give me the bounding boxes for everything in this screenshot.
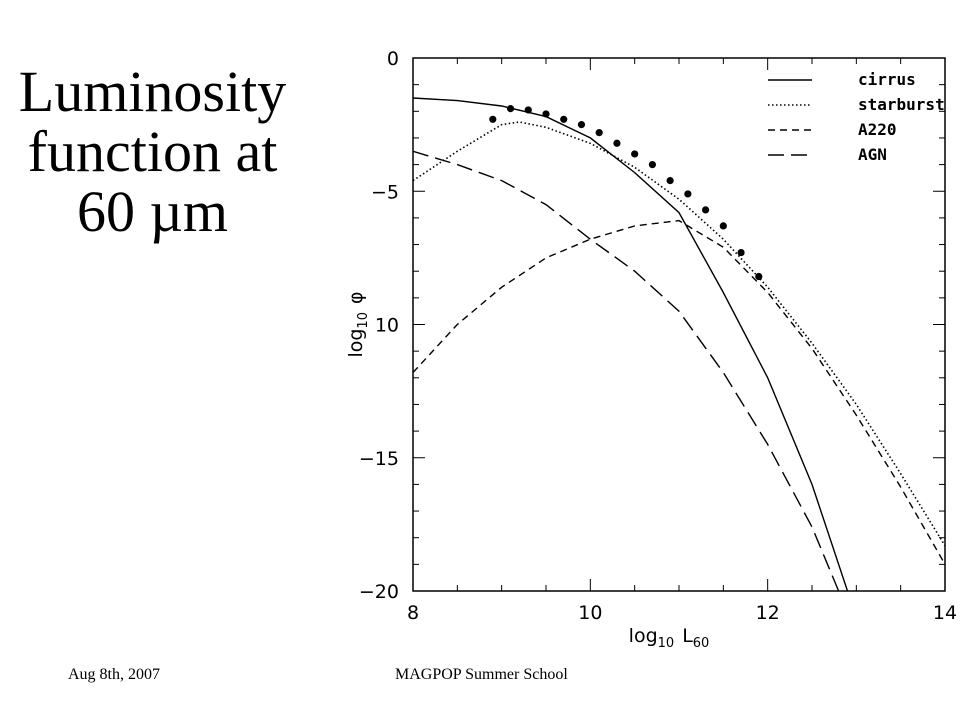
data-point	[577, 121, 586, 129]
legend-label-starburst: starburst	[858, 95, 945, 114]
y-tick-label: −20	[359, 581, 399, 603]
x-axis-label-symbol: L	[682, 625, 693, 647]
data-point	[666, 176, 674, 185]
slide-title-line-2: function at	[27, 119, 278, 184]
data-points	[489, 105, 763, 281]
data-point	[524, 106, 532, 114]
axis-ticks	[412, 57, 946, 592]
data-point	[755, 272, 763, 281]
data-point	[719, 222, 727, 230]
axis-tick-labels: 8 10 12 14 0 −5 10 −15 −20	[359, 48, 957, 624]
data-point	[737, 248, 745, 257]
data-point	[613, 139, 621, 147]
legend-label-agn: AGN	[858, 145, 887, 164]
x-tick-label: 10	[578, 602, 602, 624]
slide-title-line-1: Luminosity	[18, 59, 287, 124]
data-point	[542, 110, 550, 118]
x-tick-label: 14	[933, 602, 957, 624]
y-axis-label-base: 10	[356, 312, 371, 329]
slide-title: Luminosity function at 60 µm	[0, 62, 305, 242]
series-line-agn	[413, 150, 840, 591]
legend-label-cirrus: cirrus	[858, 70, 916, 89]
x-axis-label-log: log	[629, 625, 658, 647]
data-curves	[413, 97, 945, 591]
y-axis-label-log: log	[345, 329, 367, 358]
data-point	[506, 105, 515, 113]
footer-date: Aug 8th, 2007	[68, 666, 160, 683]
series-line-starburst	[413, 121, 945, 547]
y-axis-label-symbol: φ	[345, 291, 367, 304]
series-line-a220	[413, 219, 945, 565]
x-axis-label-sub: 60	[693, 636, 710, 651]
data-point	[684, 190, 692, 198]
data-point	[489, 115, 497, 123]
y-tick-label: 10	[375, 315, 399, 337]
x-axis-label: log10 L60	[629, 625, 710, 651]
y-tick-label: 0	[387, 48, 399, 70]
x-tick-label: 8	[407, 602, 419, 624]
y-axis-label: log10 φ	[345, 291, 371, 357]
y-tick-label: −5	[371, 181, 399, 203]
data-point	[560, 115, 568, 123]
legend-label-a220: A220	[858, 120, 897, 139]
data-point	[595, 129, 603, 137]
data-point	[702, 206, 710, 214]
footer-event: MAGPOP Summer School	[395, 666, 568, 683]
data-point	[631, 150, 639, 158]
y-tick-label: −15	[359, 448, 399, 470]
data-point	[648, 161, 657, 169]
chart-legend: cirrus starburst A220 AGN	[768, 70, 945, 164]
series-line-cirrus	[413, 97, 849, 591]
x-axis-label-base: 10	[658, 636, 675, 651]
x-tick-label: 12	[756, 602, 780, 624]
slide-title-line-3: 60 µm	[76, 179, 229, 244]
